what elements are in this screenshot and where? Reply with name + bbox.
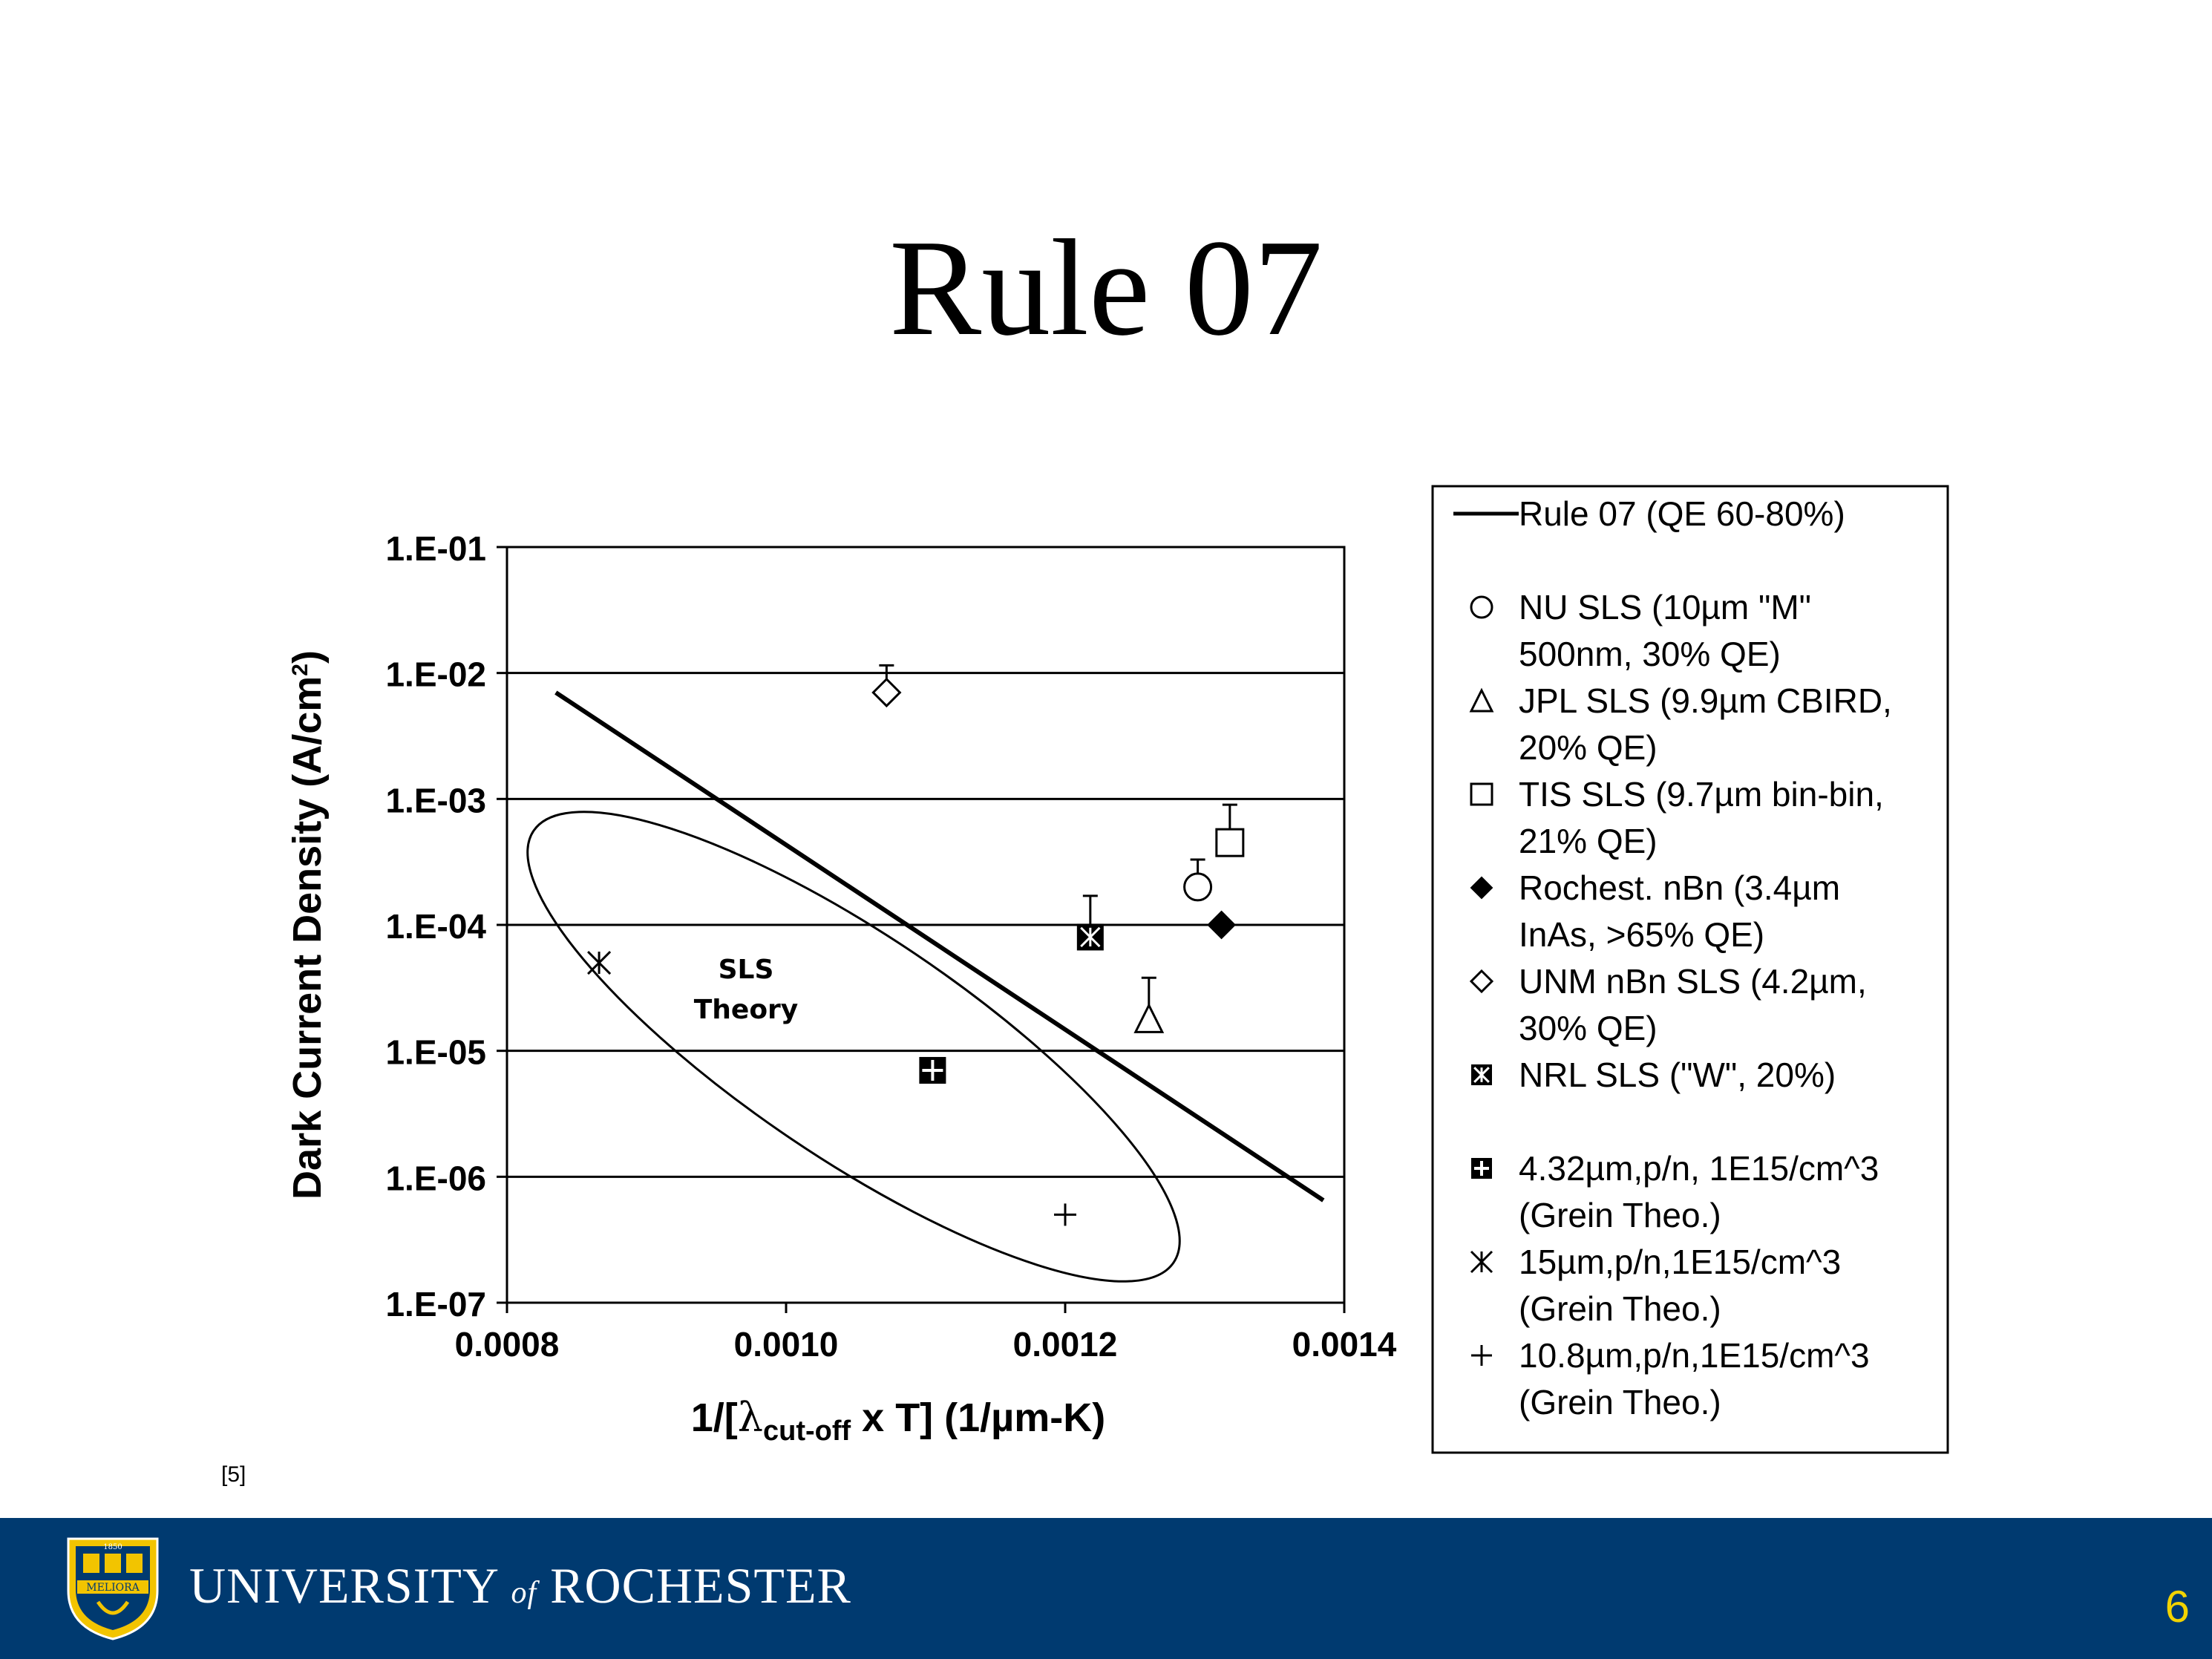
legend-label: NRL SLS ("W", 20%) [1519,1056,1836,1094]
legend-marker [1470,876,1493,900]
y-tick-label: 1.E-04 [385,907,486,946]
legend-marker [1470,595,1493,619]
marker-triangle [1133,1003,1165,1033]
legend-label: Rochest. nBn (3.4µm [1519,868,1840,907]
data-point [1207,910,1236,940]
legend-label: 4.32µm,p/n, 1E15/cm^3 [1519,1149,1879,1188]
legend-marker [1469,969,1494,994]
legend-label: NU SLS (10µm "M" [1519,588,1811,626]
legend-label: 30% QE) [1519,1009,1658,1047]
data-point [871,677,902,708]
data-point [1133,1003,1165,1033]
y-tick-label: 1.E-06 [385,1159,486,1197]
legend-marker [1471,1345,1492,1366]
x-axis-label-symbol: λ [738,1394,763,1441]
x-tick-label: 0.0014 [1292,1325,1397,1364]
legend-label: 21% QE) [1519,822,1658,860]
x-axis-label-post: x T] (1/µm-K) [851,1395,1105,1440]
x-axis-label: 1/[λcut-off x T] (1/µm-K) [691,1394,1106,1447]
legend-label: 500nm, 30% QE) [1519,635,1781,673]
y-axis-label-main: Dark Current Density (A/cm [285,676,330,1200]
y-tick-label: 1.E-02 [385,655,486,694]
data-point [1054,1203,1076,1226]
university-name: UNIVERSITY of ROCHESTER [189,1557,851,1615]
legend-label: 20% QE) [1519,728,1658,767]
data-point [1215,828,1245,857]
rule07-line [554,690,1325,1202]
marker-square [1470,782,1493,806]
y-axis-label-end: ) [285,650,330,664]
legend-marker [1471,1064,1492,1085]
data-point [919,1056,946,1084]
slide-title: Rule 07 [889,212,1323,364]
y-tick-label: 1.E-03 [385,781,486,819]
y-axis-label-sup: 2 [288,664,313,676]
legend-marker [1470,1250,1493,1274]
slide-number: 6 [2164,1582,2190,1632]
legend-label: (Grein Theo.) [1519,1289,1721,1328]
y-axis-label: Dark Current Density (A/cm2) [285,650,330,1200]
legend-label: (Grein Theo.) [1519,1196,1721,1234]
legend-label: TIS SLS (9.7µm bin-bin, [1519,775,1884,814]
seal-year: 1850 [103,1543,122,1551]
marker-diamond-filled [1470,876,1493,900]
marker-diamond-open [1469,969,1494,994]
university-seal-logo: MELIORA 1850 [67,1537,159,1640]
legend-label: 15µm,p/n,1E15/cm^3 [1519,1243,1841,1281]
data-point [587,951,612,975]
x-tick-label: 0.0008 [455,1325,560,1364]
legend-label: 10.8µm,p/n,1E15/cm^3 [1519,1336,1870,1375]
marker-diamond-open [871,677,902,708]
x-tick-label: 0.0012 [1013,1325,1118,1364]
data-point [1076,923,1104,951]
legend-box [1431,485,1949,1454]
legend-marker [1471,1158,1492,1179]
marker-square [1215,828,1245,857]
sls-theory-label-line2: Theory [694,995,799,1025]
footer-bar: MELIORA 1850 UNIVERSITY of ROCHESTER 6 [0,1518,2212,1659]
university-name-pre: UNIVERSITY [189,1557,498,1614]
legend-marker [1470,782,1493,806]
marker-triangle [1469,687,1494,713]
legend-label: (Grein Theo.) [1519,1383,1721,1421]
x-tick-label: 0.0010 [734,1325,839,1364]
data-point [1183,872,1213,902]
x-axis-label-pre: 1/[ [691,1395,738,1440]
university-name-post: ROCHESTER [550,1557,851,1614]
legend-label: JPL SLS (9.9µm CBIRD, [1519,681,1892,720]
marker-circle [1183,872,1213,902]
y-tick-label: 1.E-07 [385,1285,486,1323]
dark-current-chart: 1.E-01 1.E-02 1.E-03 1.E-04 1.E-05 1.E-06 1.E-… [285,485,1949,1454]
y-tick-label: 1.E-05 [385,1033,486,1072]
sls-theory-ellipse [526,811,1181,1283]
y-tick-label: 1.E-01 [385,529,486,568]
seal-text: MELIORA [86,1582,140,1594]
legend-label: UNM nBn SLS (4.2µm, [1519,962,1867,1001]
legend-marker [1469,687,1494,713]
reference-note: [5] [221,1462,246,1487]
legend-label: InAs, >65% QE) [1519,915,1764,954]
marker-circle [1470,595,1493,619]
sls-theory-label-line1: SLS [719,955,774,985]
university-name-of: of [511,1576,537,1610]
marker-diamond-filled [1207,910,1236,940]
x-axis-label-sub: cut-off [763,1416,851,1447]
legend-label: Rule 07 (QE 60-80%) [1519,494,1845,533]
